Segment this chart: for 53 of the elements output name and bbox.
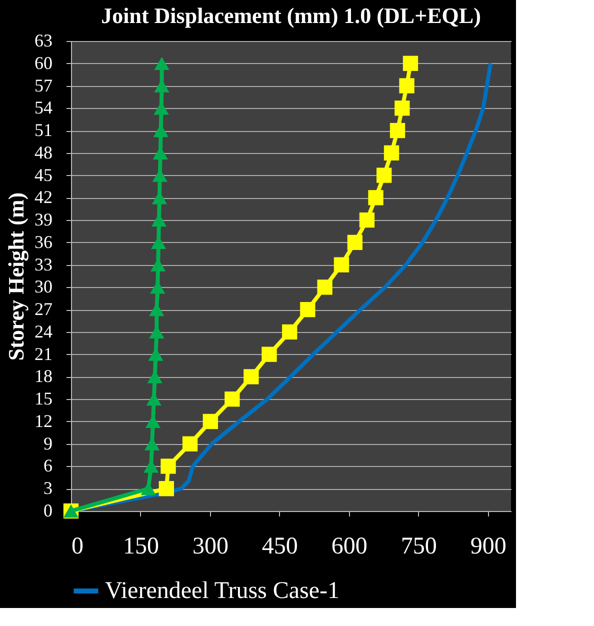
point xyxy=(402,56,418,71)
y-tick-label: 15 xyxy=(34,388,52,409)
x-tick-label: 900 xyxy=(470,534,506,560)
y-tick-label: 63 xyxy=(34,30,52,50)
y-tick-label: 60 xyxy=(34,52,52,73)
y-tick-label: 27 xyxy=(34,299,52,320)
point xyxy=(202,414,218,430)
point xyxy=(334,257,350,272)
point xyxy=(347,234,362,250)
legend-label: Vierendeel Truss Case-1 xyxy=(105,578,340,604)
point xyxy=(394,100,410,116)
point xyxy=(282,324,298,340)
y-axis-title: Storey Height (m) xyxy=(4,192,28,361)
y-tick-label: 24 xyxy=(34,321,52,342)
x-tick-label: 450 xyxy=(262,534,298,560)
y-tick-label: 30 xyxy=(34,276,52,297)
point xyxy=(154,56,170,70)
point xyxy=(368,190,384,206)
x-tick-label: 150 xyxy=(122,534,159,560)
y-tick-label: 36 xyxy=(34,232,52,252)
point xyxy=(317,280,332,295)
point xyxy=(384,145,400,160)
y-tick-label: 33 xyxy=(34,254,52,274)
point xyxy=(244,369,259,384)
y-tick-label: 45 xyxy=(34,164,52,185)
point xyxy=(182,436,198,452)
y-tick-label: 18 xyxy=(34,366,52,386)
y-tick-label: 0 xyxy=(44,500,52,520)
point xyxy=(158,481,174,496)
y-tick-label: 21 xyxy=(34,344,52,364)
point xyxy=(300,302,316,318)
point xyxy=(160,458,176,474)
point xyxy=(224,392,240,407)
x-tick-label: 300 xyxy=(192,534,228,560)
y-tick-label: 12 xyxy=(34,410,52,431)
point xyxy=(262,346,277,362)
y-tick-label: 6 xyxy=(44,456,52,476)
y-tick-label: 39 xyxy=(34,210,52,230)
point xyxy=(359,212,375,228)
point xyxy=(390,122,406,138)
y-tick-label: 54 xyxy=(34,98,52,118)
chart-title: Joint Displacement (mm) 1.0 (DL+EQL) xyxy=(101,3,481,28)
x-tick-label: 0 xyxy=(72,534,84,560)
y-tick-label: 48 xyxy=(34,142,52,162)
point xyxy=(376,168,392,183)
y-tick-label: 9 xyxy=(44,433,52,454)
y-tick-label: 3 xyxy=(44,478,52,498)
y-tick-label: 57 xyxy=(34,75,52,96)
x-tick-label: 750 xyxy=(400,534,437,560)
point xyxy=(399,78,414,94)
x-tick-label: 600 xyxy=(331,534,368,560)
y-tick-label: 42 xyxy=(34,187,52,208)
y-tick-label: 51 xyxy=(34,120,52,140)
